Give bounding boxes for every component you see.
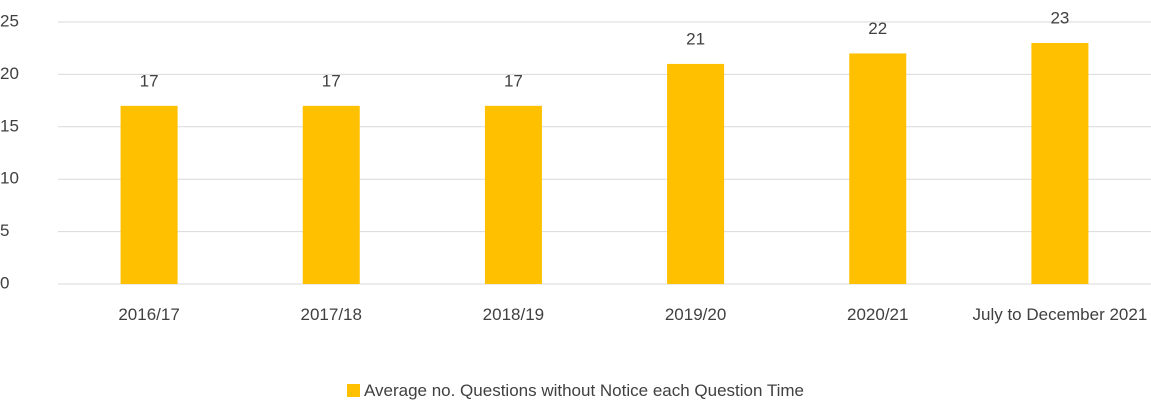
legend: Average no. Questions without Notice eac… xyxy=(0,381,1151,401)
y-tick-label: 0 xyxy=(0,273,9,292)
y-tick-label: 5 xyxy=(0,221,9,240)
y-tick-label: 15 xyxy=(0,116,19,135)
data-label: 23 xyxy=(1050,8,1069,27)
y-tick-label: 20 xyxy=(0,64,19,83)
x-tick-label: 2019/20 xyxy=(664,305,727,324)
bar xyxy=(667,63,725,284)
y-tick-label: 25 xyxy=(0,11,19,30)
x-tick-label: 2017/18 xyxy=(300,305,362,324)
data-label: 17 xyxy=(504,71,523,90)
legend-label: Average no. Questions without Notice eac… xyxy=(363,381,805,400)
data-label: 17 xyxy=(322,71,341,90)
bar xyxy=(849,53,907,284)
x-tick-label: July to December 2021 xyxy=(972,305,1148,324)
x-tick-label: 2018/19 xyxy=(482,305,545,324)
bar xyxy=(484,105,542,284)
legend-swatch xyxy=(346,384,360,397)
bar xyxy=(1031,42,1089,285)
data-label: 17 xyxy=(140,71,159,90)
bar xyxy=(302,105,360,284)
x-tick-label: 2016/17 xyxy=(118,305,180,324)
y-tick-label: 10 xyxy=(0,169,19,188)
data-label: 21 xyxy=(686,29,705,48)
data-label: 22 xyxy=(868,19,887,38)
bar xyxy=(120,105,178,284)
x-tick-label: 2020/21 xyxy=(847,305,909,324)
